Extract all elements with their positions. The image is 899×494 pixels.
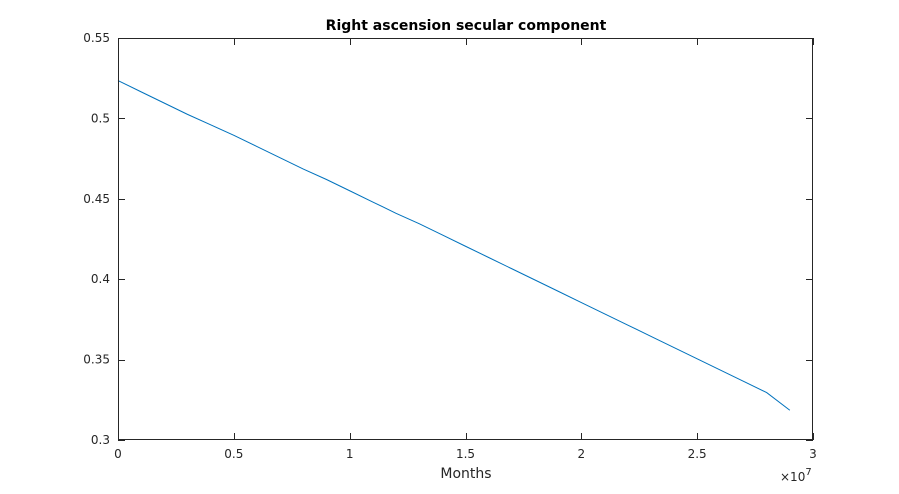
y-tick-label: 0.45	[83, 192, 110, 206]
axes-layer: 0 0.5 1 1.5 2 2.5 3 0.3 0.35 0.4 0.45 0.5 0.55	[83, 31, 817, 461]
plot-background	[118, 38, 813, 440]
x-tick-label: 3	[809, 447, 817, 461]
x-axis-multiplier-exponent: 7	[805, 467, 811, 478]
x-tick-label: 1.5	[456, 447, 475, 461]
y-tick-label: 0.3	[91, 433, 110, 447]
axes-box	[118, 38, 813, 440]
y-tick-label: 0.55	[83, 31, 110, 45]
x-axis-multiplier-base: ×10	[780, 470, 805, 484]
x-axis-multiplier: ×107	[780, 467, 812, 484]
y-tick-label: 0.4	[91, 272, 110, 286]
x-axis-label: Months	[440, 466, 491, 482]
y-tick-label: 0.5	[91, 111, 110, 125]
series-line-0	[117, 80, 791, 411]
plot-area	[118, 38, 813, 440]
y-tick-label: 0.35	[83, 353, 110, 367]
x-tick-label: 1	[346, 447, 354, 461]
data-layer	[117, 80, 791, 411]
chart-title: Right ascension secular component	[326, 18, 607, 34]
x-tick-label: 2.5	[688, 447, 707, 461]
x-tick-label: 2	[578, 447, 586, 461]
x-tick-label: 0	[114, 447, 122, 461]
x-tick-label: 0.5	[224, 447, 243, 461]
